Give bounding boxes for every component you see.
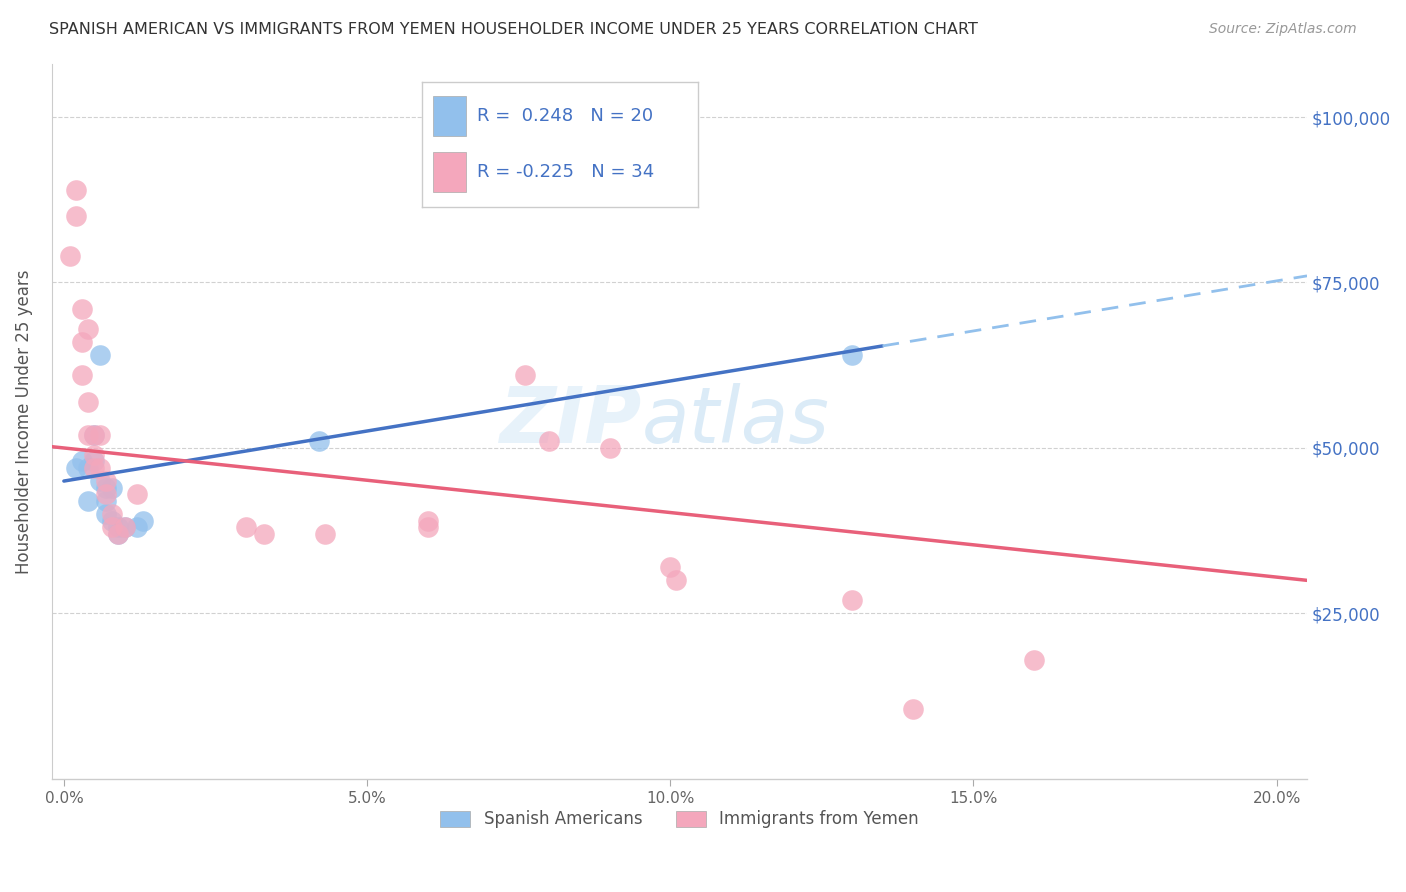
- Point: [125, 487, 148, 501]
- Point: [416, 520, 439, 534]
- Point: [841, 348, 863, 362]
- Point: [96, 507, 118, 521]
- Point: [70, 454, 93, 468]
- Text: atlas: atlas: [641, 384, 830, 459]
- Point: [70, 368, 93, 383]
- Point: [416, 514, 439, 528]
- Point: [659, 560, 682, 574]
- Point: [107, 527, 129, 541]
- Point: [114, 520, 136, 534]
- Point: [537, 434, 560, 449]
- Point: [101, 520, 124, 534]
- Point: [70, 301, 93, 316]
- Point: [96, 494, 118, 508]
- Point: [114, 520, 136, 534]
- Point: [83, 454, 105, 468]
- Point: [89, 474, 111, 488]
- Point: [235, 520, 257, 534]
- Point: [101, 481, 124, 495]
- Point: [77, 322, 100, 336]
- Point: [308, 434, 330, 449]
- Point: [107, 527, 129, 541]
- Point: [77, 460, 100, 475]
- Point: [83, 427, 105, 442]
- Point: [83, 448, 105, 462]
- Point: [841, 593, 863, 607]
- Text: ZIP: ZIP: [499, 384, 641, 459]
- Point: [1024, 653, 1046, 667]
- Point: [77, 494, 100, 508]
- Y-axis label: Householder Income Under 25 years: Householder Income Under 25 years: [15, 269, 32, 574]
- Point: [101, 514, 124, 528]
- Text: SPANISH AMERICAN VS IMMIGRANTS FROM YEMEN HOUSEHOLDER INCOME UNDER 25 YEARS CORR: SPANISH AMERICAN VS IMMIGRANTS FROM YEME…: [49, 22, 979, 37]
- Point: [65, 183, 87, 197]
- Point: [901, 702, 924, 716]
- Text: Source: ZipAtlas.com: Source: ZipAtlas.com: [1209, 22, 1357, 37]
- Point: [83, 427, 105, 442]
- Point: [132, 514, 155, 528]
- Point: [77, 427, 100, 442]
- Point: [125, 520, 148, 534]
- Point: [314, 527, 336, 541]
- Point: [65, 209, 87, 223]
- Point: [96, 487, 118, 501]
- Point: [96, 481, 118, 495]
- Point: [59, 249, 82, 263]
- Point: [89, 460, 111, 475]
- Point: [101, 507, 124, 521]
- Point: [77, 394, 100, 409]
- Point: [89, 348, 111, 362]
- Point: [70, 334, 93, 349]
- Point: [65, 460, 87, 475]
- Legend: Spanish Americans, Immigrants from Yemen: Spanish Americans, Immigrants from Yemen: [433, 804, 925, 835]
- Point: [89, 427, 111, 442]
- Point: [83, 460, 105, 475]
- Point: [665, 574, 688, 588]
- Point: [513, 368, 536, 383]
- Point: [107, 520, 129, 534]
- Point: [96, 474, 118, 488]
- Point: [253, 527, 276, 541]
- Point: [599, 441, 621, 455]
